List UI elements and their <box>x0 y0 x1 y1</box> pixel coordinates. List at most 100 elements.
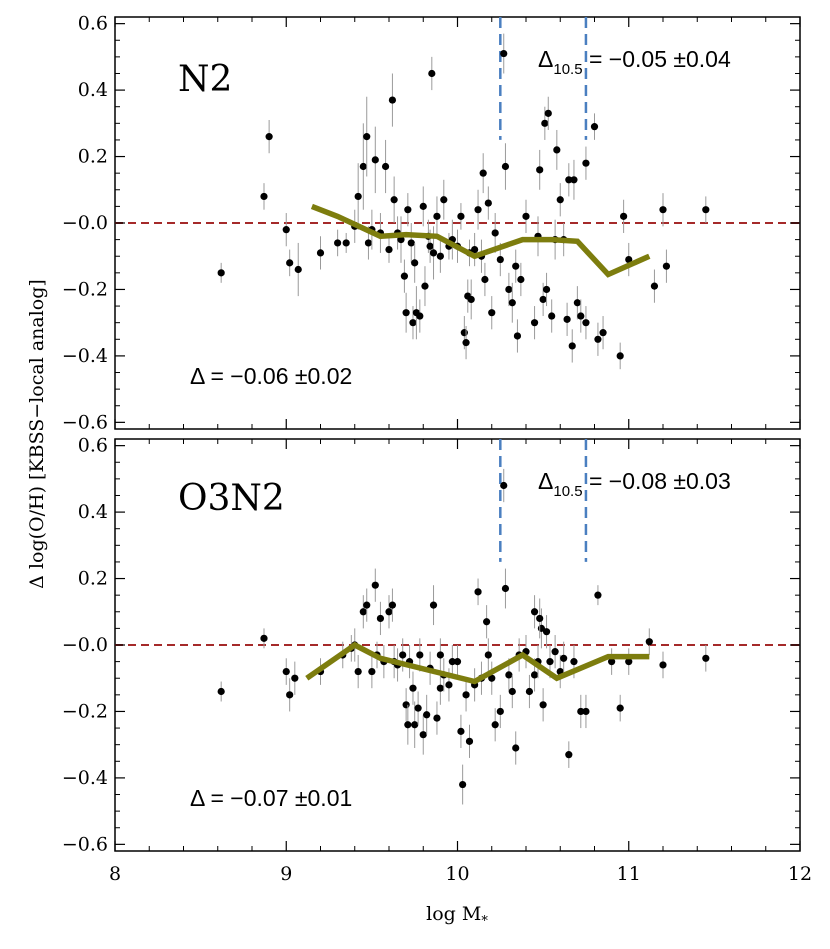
data-point <box>659 661 667 669</box>
n2-delta105-symbol: Δ <box>538 46 553 72</box>
data-point <box>459 780 467 789</box>
data-point <box>608 658 616 666</box>
data-point <box>426 242 434 250</box>
data-point <box>385 608 393 616</box>
data-point <box>371 156 379 164</box>
data-point <box>385 245 393 254</box>
data-point <box>354 667 362 676</box>
x-tick-label: 10 <box>445 863 469 885</box>
data-point <box>594 591 602 599</box>
data-point <box>407 239 415 247</box>
data-point <box>471 245 479 254</box>
data-point <box>530 319 539 327</box>
data-point <box>573 299 581 307</box>
data-point <box>508 687 516 696</box>
n2-delta-annotation: Δ = −0.06 ±0.02 <box>190 363 352 389</box>
data-point <box>436 252 444 260</box>
data-point <box>582 159 590 167</box>
plot-area <box>115 439 800 805</box>
x-tick-label: 8 <box>109 863 121 885</box>
x-tick-label: 11 <box>617 863 641 885</box>
data-point <box>429 249 438 257</box>
data-point <box>265 133 273 141</box>
data-point <box>582 707 590 716</box>
data-point <box>409 319 417 327</box>
y-axis-title: Δ log(O/H) [KBSS−local analog] <box>26 279 48 589</box>
n2-delta105-subscript: 10.5 <box>553 61 582 78</box>
data-point <box>496 255 504 264</box>
data-point <box>505 285 513 294</box>
data-point <box>553 146 561 154</box>
data-point <box>616 352 624 360</box>
data-point <box>491 721 499 729</box>
data-point <box>419 202 427 210</box>
y-tick-label: 0.2 <box>78 146 108 168</box>
data-point <box>462 339 470 347</box>
data-point <box>460 329 468 337</box>
data-point <box>474 206 482 214</box>
x-tick-label: 12 <box>788 863 812 885</box>
data-point <box>359 608 367 616</box>
data-point <box>625 255 633 264</box>
x-tick-label: 9 <box>280 863 292 885</box>
data-point <box>457 212 465 220</box>
data-point <box>616 704 624 712</box>
data-point <box>429 601 438 609</box>
o3n2-panel: −0.6 −0.4 −0.2 −0.0 0.2 0.4 0.6 8 9 10 11 12 <box>62 435 812 885</box>
data-point <box>364 239 373 247</box>
data-point <box>291 674 299 682</box>
data-point <box>625 658 633 666</box>
data-point <box>481 275 489 284</box>
y-tick-label: −0.0 <box>62 634 108 656</box>
data-point <box>525 687 534 696</box>
data-point <box>599 329 607 337</box>
data-point <box>590 123 599 131</box>
y-tick-label: −0.2 <box>62 700 108 722</box>
o3n2-delta105-value: = −0.08 ±0.03 <box>583 468 731 494</box>
data-point <box>548 312 556 320</box>
data-point <box>457 727 465 735</box>
data-point <box>501 162 510 171</box>
y-tick-label: −0.4 <box>62 345 108 367</box>
data-point <box>702 206 710 214</box>
data-point <box>546 658 554 666</box>
data-point <box>577 312 585 320</box>
data-point <box>483 618 491 626</box>
y-tick-label: 0.6 <box>78 435 108 457</box>
y-tick-label: −0.6 <box>62 833 108 855</box>
data-point <box>565 176 573 184</box>
data-point <box>436 684 444 692</box>
x-axis-title: log M* <box>426 903 488 929</box>
data-point <box>465 737 474 745</box>
data-point <box>568 342 576 350</box>
data-point <box>513 332 522 340</box>
data-point <box>536 614 544 623</box>
data-point <box>659 206 667 214</box>
data-point <box>536 166 544 174</box>
n2-panel-label: N2 <box>178 59 232 100</box>
data-point <box>282 667 290 676</box>
data-point <box>462 691 470 699</box>
y-tick-label: 0.6 <box>78 13 108 35</box>
data-point <box>645 638 653 646</box>
data-point <box>260 192 268 201</box>
data-point <box>376 614 385 623</box>
y-tick-label: 0.4 <box>78 79 108 101</box>
data-point <box>453 658 462 666</box>
o3n2-delta-annotation: Δ = −0.07 ±0.01 <box>190 785 352 811</box>
data-point <box>388 601 397 609</box>
data-point <box>440 196 448 204</box>
data-point <box>411 721 419 729</box>
data-point <box>436 651 444 659</box>
data-point <box>484 651 492 659</box>
data-point <box>363 133 371 141</box>
data-point <box>556 196 564 204</box>
data-point <box>484 199 492 207</box>
data-point <box>505 671 513 679</box>
y-tick-label: −0.2 <box>62 278 108 300</box>
data-point <box>517 275 525 284</box>
data-point <box>551 648 559 656</box>
data-point <box>501 584 510 593</box>
data-point <box>354 192 362 201</box>
data-point <box>500 49 508 58</box>
